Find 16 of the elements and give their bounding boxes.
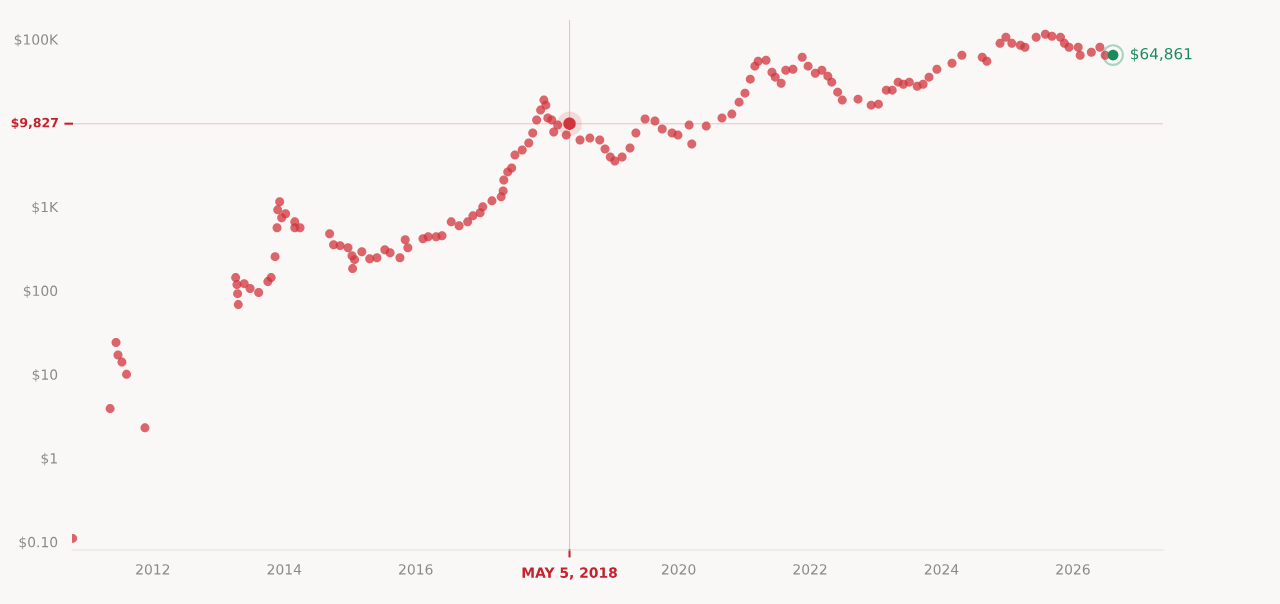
data-label: $64,861 — [1130, 47, 1192, 62]
x-tick-label: 2012 — [136, 564, 170, 575]
ref-line-label: $9,827 — [11, 117, 58, 129]
x-tick-label: 2014 — [267, 564, 302, 575]
y-tick-label: $100K — [14, 34, 59, 47]
y-tick-label: $1K — [32, 201, 59, 215]
x-tick-label: 2024 — [924, 564, 959, 575]
y-tick-label: $1 — [41, 452, 57, 466]
x-tick-label: 2016 — [399, 564, 433, 575]
x-tick-label: 2020 — [661, 564, 696, 575]
y-tick-label: $100 — [23, 285, 58, 298]
x-tick-label: 2022 — [793, 564, 827, 575]
x-tick-label: 2026 — [1056, 564, 1090, 575]
ref-line-label: MAY 5, 2018 — [522, 567, 617, 580]
y-tick-label: $10 — [32, 369, 58, 382]
y-tick-label: $0.10 — [19, 536, 58, 550]
